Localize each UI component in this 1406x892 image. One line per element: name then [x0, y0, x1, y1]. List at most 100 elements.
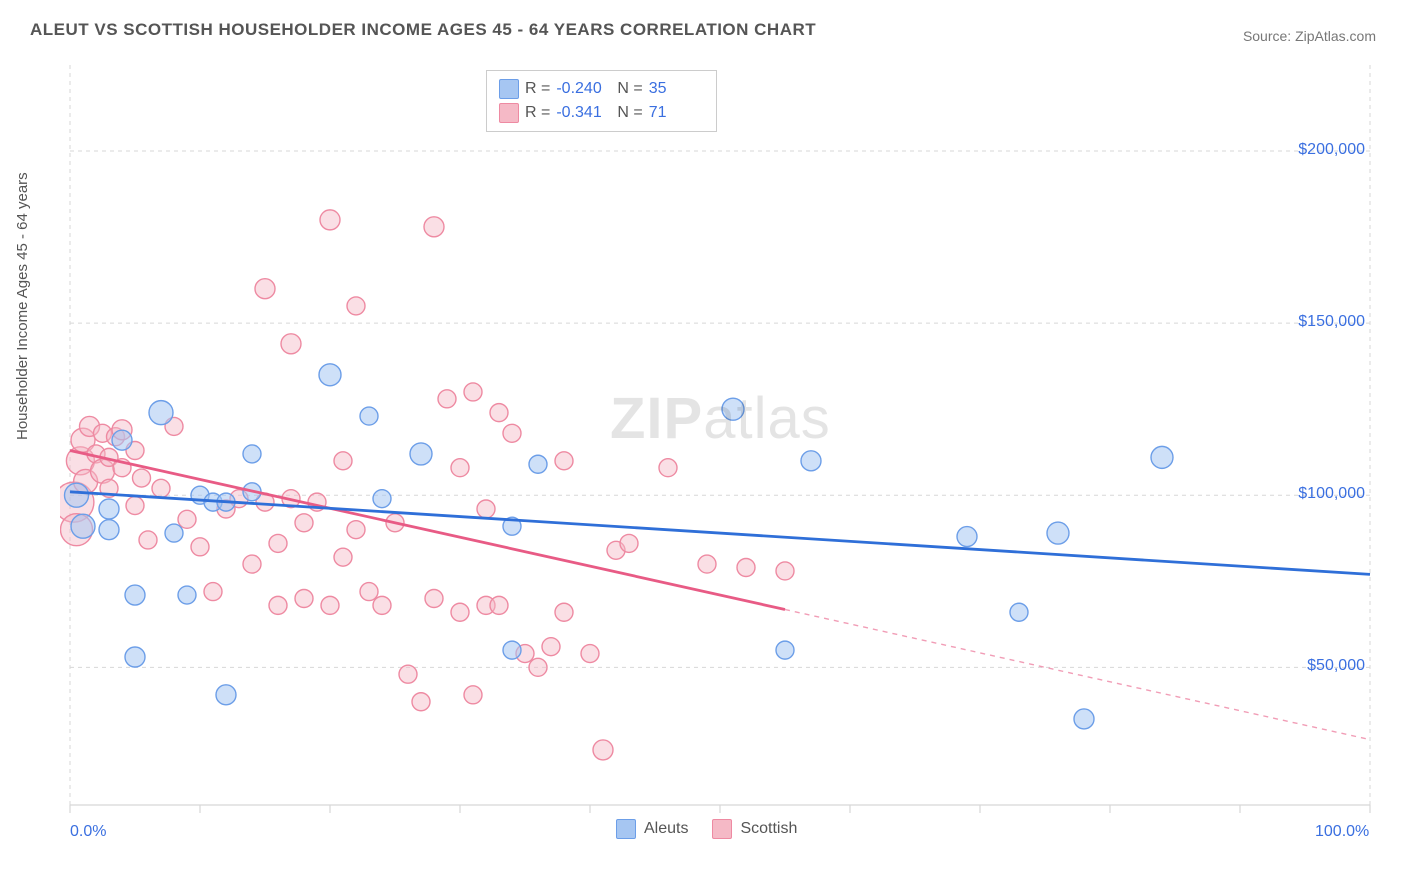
- r-value: -0.240: [556, 77, 611, 101]
- data-point-aleuts: [125, 585, 145, 605]
- data-point-scottish: [776, 562, 794, 580]
- data-point-aleuts: [71, 514, 95, 538]
- data-point-scottish: [620, 534, 638, 552]
- data-point-aleuts: [65, 483, 89, 507]
- data-point-scottish: [412, 693, 430, 711]
- series-legend-item: Scottish: [712, 819, 797, 839]
- data-point-scottish: [334, 452, 352, 470]
- data-point-scottish: [529, 658, 547, 676]
- data-point-aleuts: [319, 364, 341, 386]
- plot-area: ZIPatlas $50,000$100,000$150,000$200,000…: [60, 65, 1380, 820]
- data-point-scottish: [464, 686, 482, 704]
- data-point-scottish: [490, 596, 508, 614]
- data-point-aleuts: [776, 641, 794, 659]
- data-point-scottish: [347, 297, 365, 315]
- data-point-scottish: [133, 469, 151, 487]
- data-point-aleuts: [1047, 522, 1069, 544]
- data-point-aleuts: [99, 520, 119, 540]
- data-point-scottish: [581, 645, 599, 663]
- source-attribution: Source: ZipAtlas.com: [1243, 28, 1376, 44]
- data-point-scottish: [295, 514, 313, 532]
- data-point-scottish: [399, 665, 417, 683]
- data-point-scottish: [360, 583, 378, 601]
- series-legend-item: Aleuts: [616, 819, 688, 839]
- x-tick-label: 100.0%: [1315, 823, 1369, 841]
- data-point-scottish: [555, 452, 573, 470]
- data-point-scottish: [542, 638, 560, 656]
- data-point-scottish: [438, 390, 456, 408]
- data-point-scottish: [477, 500, 495, 518]
- data-point-aleuts: [722, 398, 744, 420]
- y-axis-label: Householder Income Ages 45 - 64 years: [14, 172, 31, 440]
- n-value: 71: [649, 101, 704, 125]
- series-legend-label: Scottish: [740, 820, 797, 838]
- data-point-scottish: [178, 510, 196, 528]
- data-point-aleuts: [99, 499, 119, 519]
- data-point-scottish: [659, 459, 677, 477]
- legend-swatch: [499, 103, 519, 123]
- y-tick-label: $100,000: [1298, 485, 1365, 503]
- series-legend: Aleuts Scottish: [616, 819, 797, 839]
- data-point-scottish: [464, 383, 482, 401]
- r-value: -0.341: [556, 101, 611, 125]
- data-point-scottish: [255, 279, 275, 299]
- data-point-aleuts: [112, 430, 132, 450]
- data-point-aleuts: [529, 455, 547, 473]
- data-point-scottish: [347, 521, 365, 539]
- data-point-aleuts: [149, 401, 173, 425]
- data-point-scottish: [425, 589, 443, 607]
- data-point-scottish: [320, 210, 340, 230]
- data-point-scottish: [321, 596, 339, 614]
- data-point-aleuts: [957, 527, 977, 547]
- data-point-scottish: [191, 538, 209, 556]
- data-point-aleuts: [360, 407, 378, 425]
- n-value: 35: [649, 77, 704, 101]
- y-tick-label: $200,000: [1298, 141, 1365, 159]
- series-legend-label: Aleuts: [644, 820, 688, 838]
- data-point-aleuts: [1010, 603, 1028, 621]
- n-label: N =: [617, 101, 642, 125]
- data-point-scottish: [204, 583, 222, 601]
- data-point-aleuts: [216, 685, 236, 705]
- data-point-aleuts: [410, 443, 432, 465]
- scatter-plot-svg: [60, 65, 1380, 820]
- data-point-scottish: [593, 740, 613, 760]
- data-point-aleuts: [165, 524, 183, 542]
- n-label: N =: [617, 77, 642, 101]
- data-point-scottish: [451, 459, 469, 477]
- data-point-scottish: [269, 534, 287, 552]
- data-point-aleuts: [178, 586, 196, 604]
- data-point-scottish: [334, 548, 352, 566]
- y-tick-label: $150,000: [1298, 313, 1365, 331]
- legend-swatch: [712, 819, 732, 839]
- r-label: R =: [525, 77, 550, 101]
- r-label: R =: [525, 101, 550, 125]
- data-point-scottish: [126, 497, 144, 515]
- data-point-aleuts: [1151, 446, 1173, 468]
- data-point-aleuts: [503, 641, 521, 659]
- correlation-legend-row: R = -0.341 N = 71: [499, 101, 704, 125]
- x-tick-label: 0.0%: [70, 823, 106, 841]
- data-point-scottish: [555, 603, 573, 621]
- data-point-scottish: [152, 479, 170, 497]
- data-point-aleuts: [1074, 709, 1094, 729]
- data-point-scottish: [503, 424, 521, 442]
- trendline-aleuts: [70, 492, 1370, 575]
- data-point-scottish: [451, 603, 469, 621]
- correlation-legend-row: R = -0.240 N = 35: [499, 77, 704, 101]
- data-point-aleuts: [125, 647, 145, 667]
- y-tick-label: $50,000: [1307, 657, 1365, 675]
- data-point-aleuts: [243, 445, 261, 463]
- data-point-scottish: [139, 531, 157, 549]
- data-point-scottish: [243, 555, 261, 573]
- data-point-scottish: [490, 404, 508, 422]
- data-point-aleuts: [373, 490, 391, 508]
- data-point-scottish: [698, 555, 716, 573]
- data-point-scottish: [373, 596, 391, 614]
- correlation-legend: R = -0.240 N = 35 R = -0.341 N = 71: [486, 70, 717, 132]
- data-point-scottish: [737, 559, 755, 577]
- legend-swatch: [499, 79, 519, 99]
- data-point-scottish: [269, 596, 287, 614]
- data-point-scottish: [281, 334, 301, 354]
- chart-title: ALEUT VS SCOTTISH HOUSEHOLDER INCOME AGE…: [30, 20, 816, 40]
